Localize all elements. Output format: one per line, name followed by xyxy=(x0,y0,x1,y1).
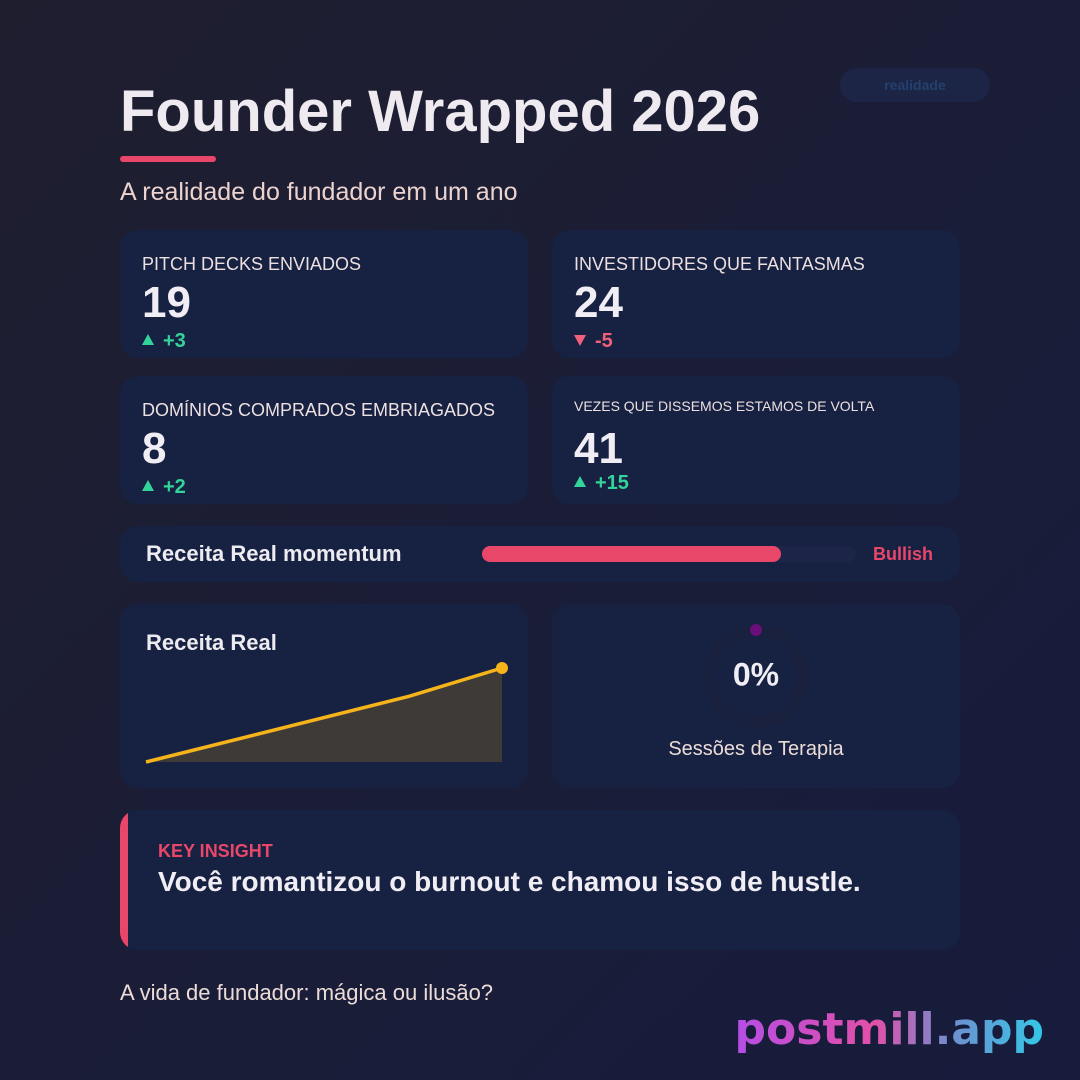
end-point xyxy=(496,662,508,674)
momentum-label: Receita Real momentum xyxy=(146,541,402,566)
title: Founder Wrapped 2026 xyxy=(120,79,761,144)
chart-title: Receita Real xyxy=(146,630,277,655)
subtitle: A realidade do fundador em um ano xyxy=(120,178,518,206)
gauge-arc xyxy=(704,624,808,728)
delta-text: +15 xyxy=(595,472,629,494)
stat-card: INVESTIDORES QUE FANTASMAS 24 -5 xyxy=(552,230,960,358)
delta-text: +3 xyxy=(163,330,186,352)
brand: postmill.app xyxy=(734,1004,1044,1055)
stat-label: VEZES QUE DISSEMOS ESTAMOS DE VOLTA xyxy=(574,398,875,414)
gauge-label: Sessões de Terapia xyxy=(668,738,844,760)
gauge-card: 0% Sessões de Terapia xyxy=(552,604,960,788)
stat-label: PITCH DECKS ENVIADOS xyxy=(142,254,362,274)
momentum-track xyxy=(482,546,856,562)
trend-arrow xyxy=(142,334,154,345)
insight-accent xyxy=(120,810,128,950)
momentum-status: Bullish xyxy=(872,544,933,564)
stat-card: VEZES QUE DISSEMOS ESTAMOS DE VOLTA 41 +15 xyxy=(552,376,960,504)
delta-text: -5 xyxy=(595,330,613,352)
gauge: 0% xyxy=(704,624,808,728)
stat-label: DOMÍNIOS COMPRADOS EMBRIAGADOS xyxy=(142,400,496,420)
footer: A vida de fundador: mágica ou ilusão? xyxy=(120,980,494,1005)
insight-kicker: KEY INSIGHT xyxy=(158,841,273,861)
chart-card: Receita Real xyxy=(120,604,528,788)
insight-text: Você romantizou o burnout e chamou isso … xyxy=(158,866,861,897)
trend-arrow xyxy=(574,476,586,487)
momentum-card: Receita Real momentum Bullish xyxy=(120,526,960,582)
stat-value: 19 xyxy=(142,278,191,327)
trend-arrow xyxy=(574,335,586,346)
delta-text: +2 xyxy=(163,476,186,498)
stat-value: 8 xyxy=(142,424,167,473)
badge: realidade xyxy=(840,68,990,102)
stat-delta: -5 xyxy=(574,330,613,353)
stat-delta: +3 xyxy=(142,330,186,353)
stat-card: PITCH DECKS ENVIADOS 19 +3 xyxy=(120,230,528,358)
trend-arrow xyxy=(142,480,154,491)
stat-value: 41 xyxy=(574,424,623,473)
gauge-value: 0% xyxy=(733,656,779,692)
stat-card: DOMÍNIOS COMPRADOS EMBRIAGADOS 8 +2 xyxy=(120,376,528,504)
momentum-fill xyxy=(482,546,782,562)
stat-delta: +15 xyxy=(574,472,629,495)
area-fill xyxy=(146,668,502,762)
insight-card: KEY INSIGHT Você romantizou o burnout e … xyxy=(120,810,960,950)
area-line xyxy=(145,666,503,764)
title-underline xyxy=(120,156,216,162)
stat-value: 24 xyxy=(574,278,623,327)
stat-delta: +2 xyxy=(142,476,186,499)
chart xyxy=(145,662,508,764)
stat-label: INVESTIDORES QUE FANTASMAS xyxy=(574,254,865,274)
